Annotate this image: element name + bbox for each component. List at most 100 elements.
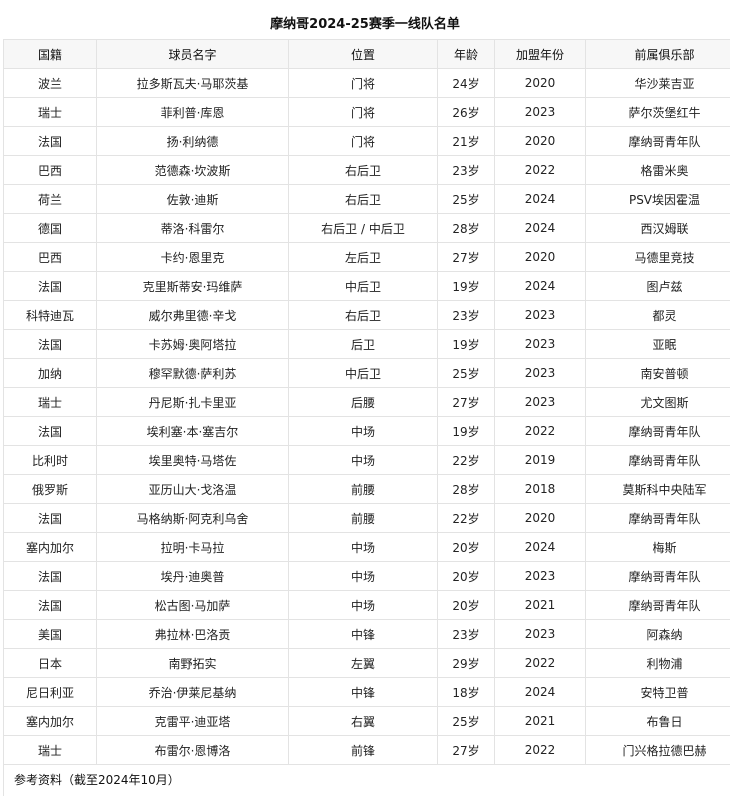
- cell-nationality: 瑞士: [4, 388, 97, 417]
- column-header-age: 年龄: [438, 40, 495, 69]
- cell-age: 20岁: [438, 591, 495, 620]
- cell-age: 26岁: [438, 98, 495, 127]
- cell-previous-club: 萨尔茨堡红牛: [586, 98, 730, 127]
- cell-nationality: 比利时: [4, 446, 97, 475]
- cell-previous-club: 门兴格拉德巴赫: [586, 736, 730, 765]
- cell-previous-club: 都灵: [586, 301, 730, 330]
- cell-join-year: 2023: [495, 301, 586, 330]
- cell-join-year: 2023: [495, 620, 586, 649]
- cell-previous-club: 摩纳哥青年队: [586, 591, 730, 620]
- cell-nationality: 瑞士: [4, 736, 97, 765]
- cell-age: 18岁: [438, 678, 495, 707]
- cell-age: 27岁: [438, 736, 495, 765]
- cell-player-name: 拉多斯瓦夫·马耶茨基: [97, 69, 289, 98]
- cell-age: 23岁: [438, 156, 495, 185]
- cell-age: 22岁: [438, 504, 495, 533]
- cell-age: 24岁: [438, 69, 495, 98]
- cell-join-year: 2023: [495, 330, 586, 359]
- cell-previous-club: 莫斯科中央陆军: [586, 475, 730, 504]
- cell-position: 右后卫: [289, 156, 438, 185]
- cell-join-year: 2023: [495, 359, 586, 388]
- cell-age: 20岁: [438, 562, 495, 591]
- cell-join-year: 2020: [495, 243, 586, 272]
- cell-previous-club: 梅斯: [586, 533, 730, 562]
- cell-age: 29岁: [438, 649, 495, 678]
- cell-position: 右后卫: [289, 301, 438, 330]
- cell-position: 门将: [289, 127, 438, 156]
- cell-nationality: 法国: [4, 127, 97, 156]
- cell-nationality: 法国: [4, 562, 97, 591]
- cell-nationality: 德国: [4, 214, 97, 243]
- cell-position: 中后卫: [289, 359, 438, 388]
- cell-age: 28岁: [438, 214, 495, 243]
- cell-nationality: 巴西: [4, 243, 97, 272]
- cell-nationality: 尼日利亚: [4, 678, 97, 707]
- cell-age: 22岁: [438, 446, 495, 475]
- cell-position: 前腰: [289, 475, 438, 504]
- column-header-previous-club: 前属俱乐部: [586, 40, 730, 69]
- cell-nationality: 塞内加尔: [4, 707, 97, 736]
- cell-player-name: 蒂洛·科雷尔: [97, 214, 289, 243]
- cell-join-year: 2024: [495, 185, 586, 214]
- cell-player-name: 威尔弗里德·辛戈: [97, 301, 289, 330]
- cell-position: 中场: [289, 562, 438, 591]
- cell-age: 27岁: [438, 243, 495, 272]
- cell-position: 后卫: [289, 330, 438, 359]
- cell-join-year: 2024: [495, 533, 586, 562]
- cell-position: 门将: [289, 98, 438, 127]
- cell-nationality: 俄罗斯: [4, 475, 97, 504]
- cell-join-year: 2021: [495, 707, 586, 736]
- cell-nationality: 瑞士: [4, 98, 97, 127]
- cell-previous-club: 亚眠: [586, 330, 730, 359]
- cell-nationality: 法国: [4, 417, 97, 446]
- cell-join-year: 2022: [495, 417, 586, 446]
- cell-age: 28岁: [438, 475, 495, 504]
- cell-player-name: 南野拓实: [97, 649, 289, 678]
- cell-nationality: 荷兰: [4, 185, 97, 214]
- cell-age: 19岁: [438, 330, 495, 359]
- cell-player-name: 卡苏姆·奥阿塔拉: [97, 330, 289, 359]
- column-header-position: 位置: [289, 40, 438, 69]
- cell-previous-club: 阿森纳: [586, 620, 730, 649]
- cell-nationality: 日本: [4, 649, 97, 678]
- cell-join-year: 2022: [495, 156, 586, 185]
- cell-player-name: 拉明·卡马拉: [97, 533, 289, 562]
- cell-previous-club: 利物浦: [586, 649, 730, 678]
- page-title: 摩纳哥2024-25赛季一线队名单: [0, 13, 730, 32]
- cell-player-name: 卡约·恩里克: [97, 243, 289, 272]
- cell-nationality: 加纳: [4, 359, 97, 388]
- cell-position: 门将: [289, 69, 438, 98]
- cell-join-year: 2018: [495, 475, 586, 504]
- cell-join-year: 2024: [495, 678, 586, 707]
- cell-nationality: 科特迪瓦: [4, 301, 97, 330]
- cell-position: 右后卫 / 中后卫: [289, 214, 438, 243]
- cell-join-year: 2020: [495, 504, 586, 533]
- cell-player-name: 松古图·马加萨: [97, 591, 289, 620]
- cell-previous-club: 摩纳哥青年队: [586, 504, 730, 533]
- cell-join-year: 2020: [495, 127, 586, 156]
- cell-previous-club: 华沙莱吉亚: [586, 69, 730, 98]
- cell-join-year: 2020: [495, 69, 586, 98]
- cell-join-year: 2021: [495, 591, 586, 620]
- cell-nationality: 波兰: [4, 69, 97, 98]
- cell-player-name: 马格纳斯·阿克利乌舍: [97, 504, 289, 533]
- cell-previous-club: 安特卫普: [586, 678, 730, 707]
- cell-join-year: 2023: [495, 562, 586, 591]
- cell-position: 中场: [289, 446, 438, 475]
- cell-player-name: 克雷平·迪亚塔: [97, 707, 289, 736]
- cell-player-name: 乔治·伊莱尼基纳: [97, 678, 289, 707]
